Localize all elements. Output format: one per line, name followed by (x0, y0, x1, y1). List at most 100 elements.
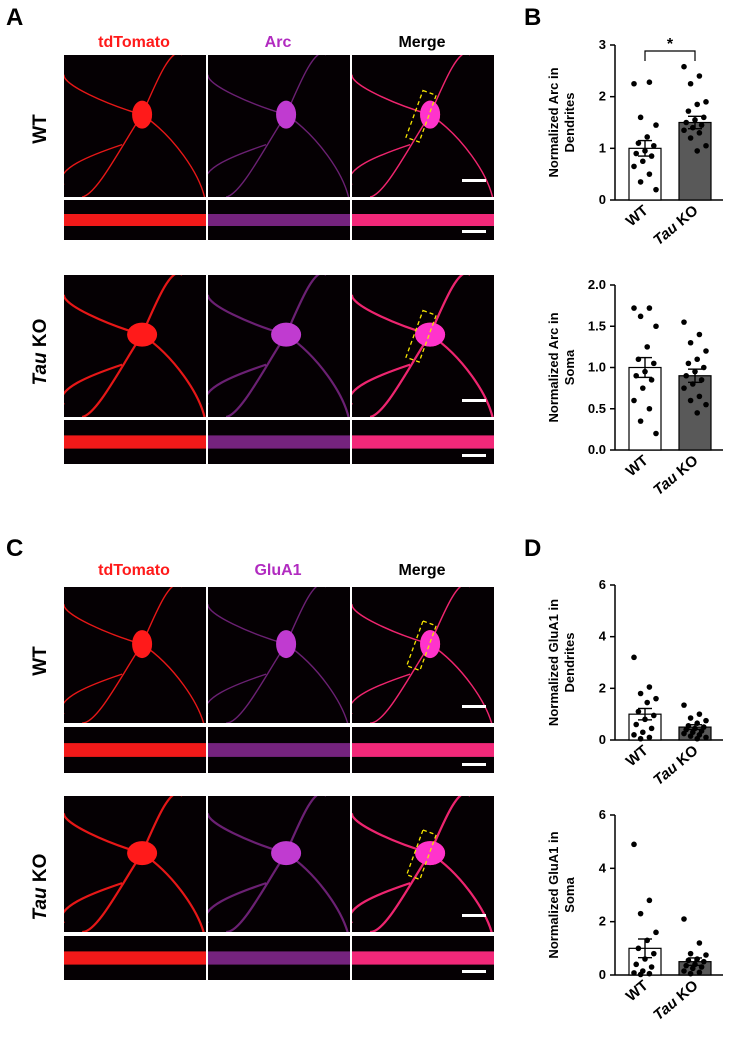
data-point (694, 356, 700, 363)
scale-bar (462, 230, 486, 233)
data-point (701, 114, 707, 121)
column-header-tdtomato: tdTomato (98, 562, 170, 579)
data-point (698, 377, 705, 383)
dendrite-zoom-a-ko-tdtomato (64, 420, 206, 464)
scale-bar (462, 705, 486, 708)
zoom-region-box (405, 309, 437, 363)
x-tick-label-wt: WT (623, 977, 652, 1005)
data-point (631, 80, 637, 87)
y-tick-label: 2 (599, 89, 606, 104)
micrograph-a-ko-marker (208, 275, 350, 417)
data-point (637, 313, 644, 320)
column-header-arc: Arc (264, 34, 292, 51)
row-label-wt: WT (30, 646, 51, 676)
data-point (701, 958, 707, 965)
data-point (685, 360, 692, 367)
dendrite-zoom-c-ko-marker (208, 936, 350, 980)
data-point (631, 305, 637, 311)
micrograph-c-ko-marker (208, 796, 350, 932)
scale-bar (462, 763, 486, 766)
data-point (653, 695, 659, 702)
scale-bar (462, 399, 486, 402)
significance-star: * (667, 36, 674, 53)
y-tick-label: 0.0 (588, 442, 606, 457)
data-point (696, 73, 703, 79)
y-tick-label: 4 (599, 629, 607, 644)
dendrite-zoom-c-wt-merge (352, 727, 494, 773)
data-point (631, 732, 637, 738)
data-point (694, 410, 700, 416)
column-header-tdtomato: tdTomato (98, 34, 170, 51)
data-point (633, 961, 639, 968)
data-point (640, 729, 646, 736)
chart-glua1-dendrites: Normalized GluA1 inDendrites 0 2 4 6 WT Tau KO (530, 570, 745, 800)
data-point (644, 699, 650, 706)
data-point (687, 339, 694, 346)
data-point (635, 945, 642, 952)
micrograph-c-wt-merge (352, 587, 494, 723)
data-point (646, 171, 653, 177)
data-point (648, 725, 655, 732)
data-point (698, 122, 705, 128)
y-tick-label: 0.5 (588, 401, 606, 416)
data-point (681, 127, 687, 134)
data-point (651, 142, 657, 149)
data-point (633, 372, 639, 379)
data-point (683, 372, 689, 379)
data-point (681, 319, 687, 325)
data-point (651, 950, 657, 957)
data-point (637, 971, 644, 978)
data-point (633, 150, 639, 157)
data-point (640, 385, 646, 391)
data-point (635, 140, 642, 146)
scale-bar (462, 914, 486, 917)
data-point (696, 940, 703, 946)
data-point (637, 910, 644, 917)
data-point (631, 397, 637, 404)
data-point (687, 733, 694, 739)
data-point (653, 323, 659, 330)
x-tick-label-tau-ko: Tau KO (650, 742, 702, 789)
x-tick-label-wt: WT (623, 452, 652, 480)
data-point (635, 708, 642, 715)
data-point (687, 715, 694, 721)
y-axis-label: Normalized GluA1 inSoma (546, 831, 577, 958)
data-point (696, 130, 703, 136)
data-point (646, 684, 653, 690)
row-label-wt: WT (30, 114, 51, 144)
data-point (648, 377, 655, 383)
y-tick-label: 0 (599, 192, 606, 207)
data-point (683, 119, 689, 126)
y-tick-label: 2.0 (588, 277, 606, 292)
column-header-merge: Merge (398, 34, 446, 51)
data-point (694, 148, 700, 154)
data-point (648, 964, 655, 970)
column-header-glua1: GluA1 (254, 562, 302, 579)
y-axis-label: Normalized Arc inDendrites (546, 67, 577, 177)
dendrite-zoom-a-ko-marker (208, 420, 350, 464)
significance-bracket (644, 50, 696, 61)
x-tick-label-wt: WT (623, 742, 652, 770)
y-tick-label: 4 (599, 860, 607, 875)
micrograph-a-wt-tdtomato (64, 55, 206, 197)
data-point (637, 735, 644, 742)
data-point (703, 717, 709, 724)
data-point (696, 331, 703, 338)
x-tick-label-wt: WT (623, 202, 652, 230)
data-point (703, 734, 709, 741)
dendrite-zoom-a-wt-marker (208, 200, 350, 240)
dendrite-zoom-a-ko-merge (352, 420, 494, 464)
row-label-tau-ko: Tau KO (30, 318, 51, 386)
dendrite-zoom-c-ko-merge (352, 936, 494, 980)
micrograph-a-ko-tdtomato (64, 275, 206, 417)
micrograph-c-ko-tdtomato (64, 796, 206, 932)
y-tick-label: 6 (599, 577, 606, 592)
y-tick-label: 1.5 (588, 318, 606, 333)
data-point (653, 122, 659, 128)
zoom-region-box (405, 89, 437, 143)
data-point (637, 179, 644, 185)
micrograph-c-ko-merge (352, 796, 494, 932)
data-point (646, 405, 653, 412)
y-axis-label: Normalized Arc inSoma (546, 312, 577, 422)
micrograph-c-wt-tdtomato (64, 587, 206, 723)
